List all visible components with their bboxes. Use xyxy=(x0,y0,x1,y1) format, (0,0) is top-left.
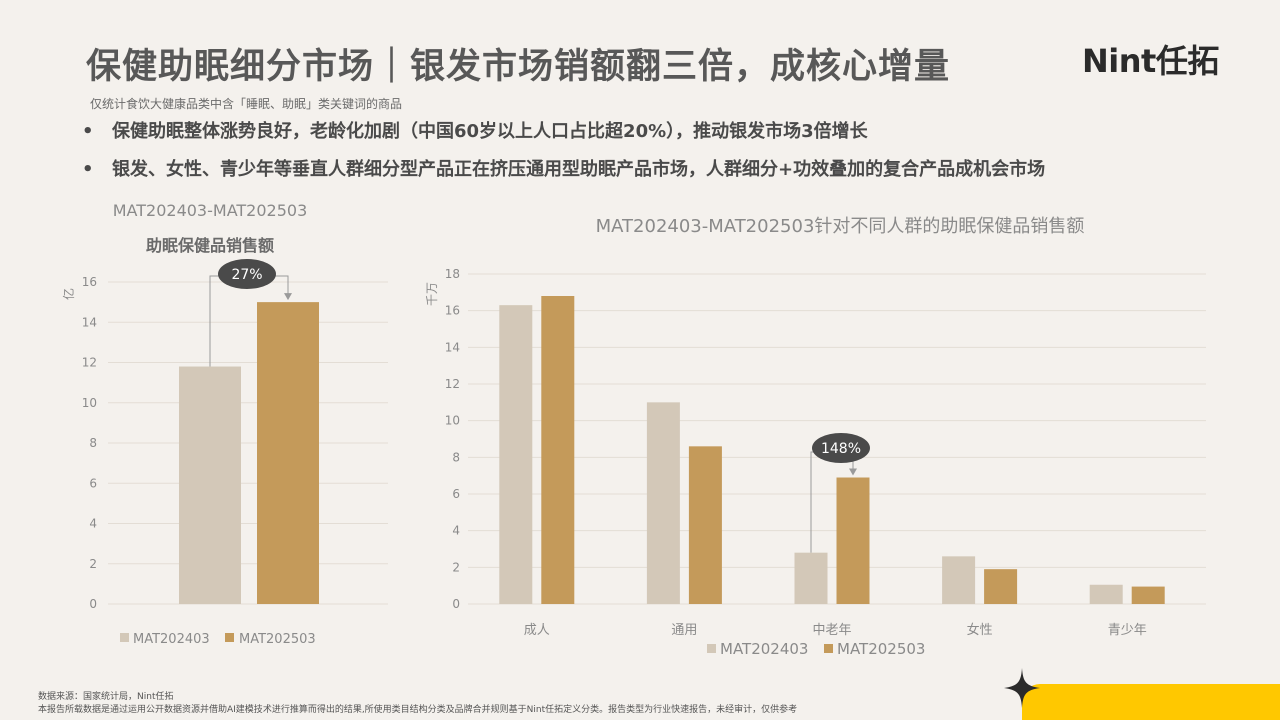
bar-mat202403 xyxy=(499,305,533,604)
y-axis-label: 千万 xyxy=(425,282,439,306)
bar-mat202503 xyxy=(541,296,575,604)
bar-mat202403 xyxy=(1089,584,1123,604)
y-tick-label: 10 xyxy=(82,396,97,410)
bar-mat202403 xyxy=(179,366,241,604)
y-tick-label: 4 xyxy=(89,517,97,531)
page-subtitle: 仅统计食饮大健康品类中含「睡眠、助眠」类关键词的商品 xyxy=(90,97,403,111)
footer-accent-bar xyxy=(1022,684,1280,720)
legend-swatch xyxy=(707,644,716,653)
growth-label: 148% xyxy=(821,441,861,457)
y-tick-label: 12 xyxy=(445,377,460,391)
bar-mat202503 xyxy=(688,446,722,604)
x-tick-label: 青少年 xyxy=(1108,623,1147,638)
y-tick-label: 16 xyxy=(445,304,460,318)
bar-mat202503 xyxy=(257,302,319,604)
legend-label: MAT202503 xyxy=(837,640,925,658)
legend-swatch xyxy=(824,644,833,653)
y-tick-label: 12 xyxy=(82,356,97,370)
legend-swatch xyxy=(225,633,234,642)
data-source: 数据来源：国家统计局，Nint任拓 xyxy=(38,692,174,702)
key-point-text: 银发、女性、青少年等垂直人群细分型产品正在挤压通用型助眠产品市场，人群细分+功效… xyxy=(112,159,1046,180)
disclaimer: 本报告所载数据是通过运用公开数据资源并借助AI建模技术进行推算而得出的结果,所使… xyxy=(38,705,798,715)
chart-title: MAT202403-MAT202503 xyxy=(113,201,308,220)
bar-mat202503 xyxy=(984,569,1018,604)
chart-title: MAT202403-MAT202503针对不同人群的助眠保健品销售额 xyxy=(596,216,1085,237)
y-tick-label: 16 xyxy=(82,275,97,289)
growth-arrowhead xyxy=(849,468,857,476)
x-tick-label: 中老年 xyxy=(812,623,851,638)
x-tick-label: 女性 xyxy=(967,622,993,638)
y-axis-label: 亿 xyxy=(61,288,76,300)
bullet-marker: • xyxy=(82,159,94,180)
key-point-text: 保健助眠整体涨势良好，老龄化加剧（中国60岁以上人口占比超20%），推动银发市场… xyxy=(112,121,868,142)
segment-sales-chart: MAT202403-MAT202503针对不同人群的助眠保健品销售额 0 2 4 6 8 1… xyxy=(425,216,1206,658)
y-tick-label: 6 xyxy=(452,487,460,501)
growth-badge xyxy=(218,259,276,289)
total-sales-chart: MAT202403-MAT202503 助眠保健品销售额 0 2 4 6 8 10 12 14 16… xyxy=(61,201,388,647)
legend-label: MAT202503 xyxy=(239,632,316,647)
bar-mat202403 xyxy=(794,552,828,604)
y-tick-label: 4 xyxy=(452,524,460,538)
bar-mat202403 xyxy=(646,402,680,604)
y-tick-label: 6 xyxy=(89,476,97,490)
page-title: 保健助眠细分市场｜银发市场销额翻三倍，成核心增量 xyxy=(86,47,951,87)
sparkle-icon xyxy=(1004,668,1040,708)
x-tick-label: 成人 xyxy=(524,623,550,638)
footer-notes: 数据来源：国家统计局，Nint任拓 本报告所载数据是通过运用公开数据资源并借助A… xyxy=(38,691,797,717)
y-tick-label: 8 xyxy=(89,436,97,450)
y-tick-label: 2 xyxy=(452,560,460,574)
y-tick-label: 14 xyxy=(445,340,460,354)
brand-logo: Nint任拓 xyxy=(1082,42,1219,80)
growth-label: 27% xyxy=(231,267,262,283)
legend-label: MAT202403 xyxy=(720,640,808,658)
bar-mat202503 xyxy=(1131,586,1165,604)
chart-subtitle: 助眠保健品销售额 xyxy=(146,236,274,255)
growth-arrowhead xyxy=(284,293,292,301)
key-point: • 银发、女性、青少年等垂直人群细分型产品正在挤压通用型助眠产品市场，人群细分+功… xyxy=(82,156,1242,194)
y-tick-label: 18 xyxy=(445,267,460,281)
bullet-marker: • xyxy=(82,121,94,142)
key-point: • 保健助眠整体涨势良好，老龄化加剧（中国60岁以上人口占比超20%），推动银发市… xyxy=(82,118,1242,156)
y-tick-label: 0 xyxy=(89,597,97,611)
y-tick-label: 10 xyxy=(445,414,460,428)
y-tick-label: 8 xyxy=(452,450,460,464)
key-points: • 保健助眠整体涨势良好，老龄化加剧（中国60岁以上人口占比超20%），推动银发市… xyxy=(82,118,1242,194)
bar-mat202403 xyxy=(942,556,976,604)
bar-mat202503 xyxy=(836,477,870,604)
y-tick-label: 14 xyxy=(82,315,97,329)
legend-swatch xyxy=(120,633,129,642)
growth-badge xyxy=(812,433,870,463)
y-tick-label: 2 xyxy=(89,557,97,571)
legend-label: MAT202403 xyxy=(133,632,210,647)
x-tick-label: 通用 xyxy=(671,623,697,638)
y-tick-label: 0 xyxy=(452,597,460,611)
